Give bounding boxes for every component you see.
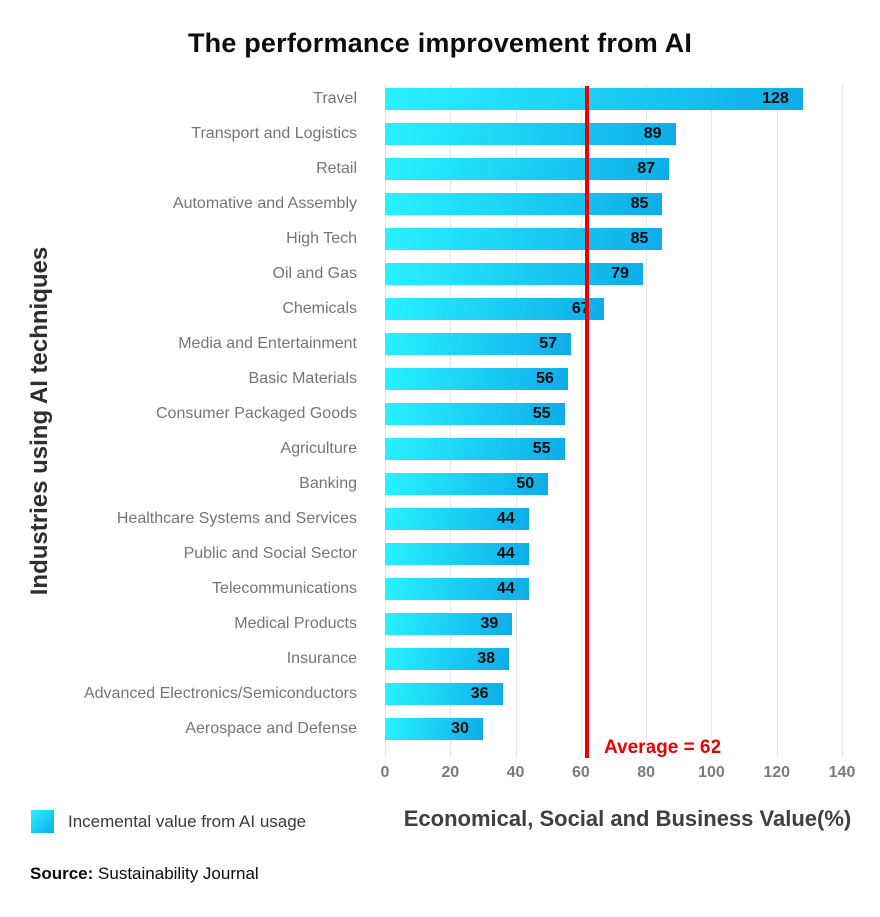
- x-tick-label: 100: [698, 764, 725, 781]
- category-label: Consumer Packaged Goods: [156, 405, 357, 422]
- bar-value-label: 128: [762, 90, 789, 107]
- bar: 87: [385, 158, 669, 180]
- legend-swatch: [31, 810, 54, 833]
- bar: 44: [385, 578, 529, 600]
- x-tick-label: 40: [506, 764, 525, 781]
- bar: 39: [385, 613, 513, 635]
- category-label: High Tech: [286, 230, 357, 247]
- bar-value-label: 56: [536, 370, 554, 387]
- category-label: Public and Social Sector: [183, 545, 357, 562]
- chart-title: The performance improvement from AI: [187, 28, 693, 58]
- bar: 128: [385, 88, 803, 110]
- bar: 56: [385, 368, 568, 390]
- category-label: Media and Entertainment: [178, 335, 357, 352]
- bar: 44: [385, 508, 529, 530]
- bar-value-label: 57: [539, 335, 558, 352]
- legend: Incemental value from AI usage: [31, 810, 306, 833]
- bar: 79: [385, 263, 643, 285]
- bar: 38: [385, 648, 510, 670]
- bar: 67: [385, 298, 604, 320]
- category-label: Telecommunications: [212, 580, 357, 597]
- category-label: Transport and Logistics: [191, 125, 357, 142]
- bar-value-label: 44: [496, 580, 515, 597]
- gridline-x-100: [711, 85, 713, 757]
- category-label: Agriculture: [280, 440, 357, 457]
- bar-value-label: 50: [516, 475, 535, 492]
- bar-value-label: 44: [496, 545, 515, 562]
- gridline-x-60: [580, 85, 582, 757]
- bar-value-label: 30: [451, 720, 469, 737]
- bar: 57: [385, 333, 572, 355]
- bar-value-label: 55: [532, 440, 551, 457]
- category-label: Travel: [313, 90, 357, 107]
- x-tick-label: 120: [763, 764, 791, 781]
- gridline-x-140: [842, 85, 843, 757]
- bar: 44: [385, 543, 529, 565]
- bar: 89: [385, 123, 676, 145]
- bar: 55: [385, 403, 565, 425]
- source-text: Sustainability Journal: [98, 864, 259, 883]
- bar: 85: [385, 228, 663, 250]
- bar: 36: [385, 683, 503, 705]
- x-tick-label: 140: [828, 764, 856, 781]
- plot-area: Average = 62 0 20 40 60 80 100 120 140 Travel 128…: [83, 85, 856, 781]
- category-label: Automative and Assembly: [172, 195, 357, 212]
- bar-value-label: 89: [643, 125, 662, 142]
- category-label: Oil and Gas: [272, 265, 357, 282]
- bar-value-label: 39: [480, 615, 499, 632]
- source-prefix: Source:: [30, 864, 94, 883]
- category-label: Banking: [299, 475, 357, 492]
- bar: 30: [385, 718, 483, 740]
- legend-label: Incemental value from AI usage: [68, 811, 307, 831]
- category-label: Insurance: [286, 650, 357, 667]
- bar-value-label: 87: [637, 160, 655, 177]
- category-label: Healthcare Systems and Services: [116, 510, 357, 527]
- x-tick-label: 80: [637, 764, 656, 781]
- average-label: Average = 62: [604, 737, 722, 758]
- x-tick-label: 60: [571, 764, 590, 781]
- bar-value-label: 55: [532, 405, 551, 422]
- bar-value-label: 38: [477, 650, 496, 667]
- bar-value-label: 44: [496, 510, 515, 527]
- bar-value-label: 85: [630, 230, 649, 247]
- bar-value-label: 85: [630, 195, 649, 212]
- x-axis-title: Economical, Social and Business Value(%): [403, 806, 852, 831]
- category-label: Advanced Electronics/Semiconductors: [83, 685, 357, 702]
- source-note: Source: Sustainability Journal: [30, 864, 259, 884]
- bar-value-label: 67: [571, 300, 590, 317]
- x-tick-label: 20: [441, 764, 460, 781]
- gridline-x-80: [646, 85, 648, 757]
- category-label: Medical Products: [234, 615, 357, 632]
- bar-value-label: 36: [470, 685, 489, 702]
- bar: 50: [385, 473, 549, 495]
- average-line: [585, 86, 590, 758]
- category-label: Retail: [316, 160, 357, 177]
- gridline-x-120: [776, 85, 778, 757]
- x-tick-label: 0: [380, 764, 390, 781]
- bar-value-label: 79: [611, 265, 629, 282]
- category-label: Aerospace and Defense: [185, 720, 357, 737]
- bar: 85: [385, 193, 663, 215]
- category-label: Chemicals: [282, 300, 357, 317]
- bar: 55: [385, 438, 565, 460]
- category-label: Basic Materials: [248, 370, 357, 387]
